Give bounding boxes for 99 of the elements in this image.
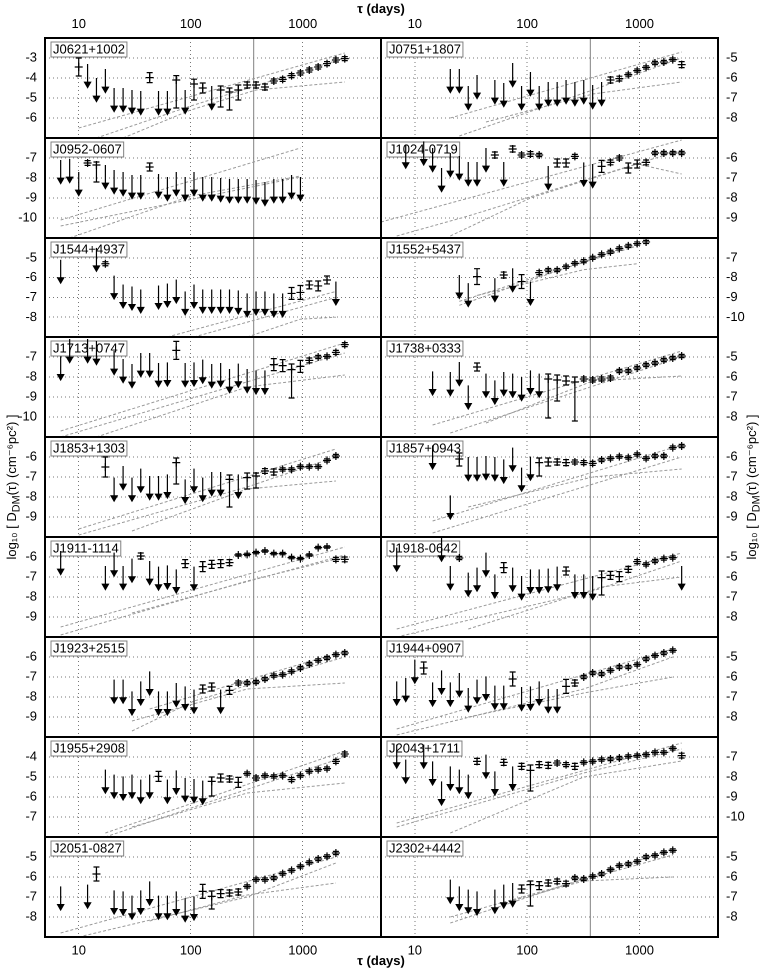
y-tick-label: -8 (726, 110, 738, 125)
x-tick-label: 1000 (288, 16, 318, 31)
y-tick-label: -8 (25, 308, 37, 324)
x-tick-label: 10 (408, 942, 422, 958)
y-tick-label: -9 (726, 210, 738, 225)
chart-title: J1923+2515 (53, 640, 125, 656)
y-tick-label: -8 (25, 908, 37, 924)
y-tick-label: -10 (726, 808, 745, 824)
y-tick-label: -7 (25, 348, 37, 364)
x-tick-label: 10 (408, 16, 422, 31)
y-tick-label: -8 (25, 488, 37, 504)
y-tick-label: -7 (25, 808, 37, 824)
chart-title: J1944+0907 (389, 640, 461, 656)
y-tick-label: -7 (726, 748, 738, 764)
x-tick-label: 1000 (625, 16, 654, 31)
y-tick-label: -7 (25, 888, 37, 904)
y-tick-label: -8 (25, 368, 37, 384)
y-tick-label: -7 (25, 568, 37, 584)
x-tick-label: 1000 (625, 942, 654, 958)
y-tick-label: -5 (726, 648, 738, 664)
y-tick-label: -6 (25, 448, 37, 464)
chart-title: J1544+4937 (53, 242, 125, 257)
chart-title: J1738+0333 (389, 340, 461, 356)
x-tick-label: 100 (516, 16, 538, 31)
y-tick-label: -6 (726, 150, 738, 165)
y-tick-label: -8 (726, 190, 738, 205)
x-axis-title: τ (days) (357, 953, 405, 968)
y-tick-label: -6 (726, 868, 738, 884)
y-tick-label: -6 (726, 668, 738, 684)
y-tick-label: -8 (25, 170, 37, 185)
y-tick-label: -6 (25, 110, 37, 125)
y-tick-label: -7 (726, 688, 738, 704)
y-tick-label: -6 (25, 648, 37, 664)
y-tick-label: -9 (25, 508, 37, 524)
y-tick-label: -9 (726, 288, 738, 304)
y-tick-label: -6 (726, 568, 738, 584)
chart-title: J2302+4442 (389, 840, 461, 856)
chart-title: J2051-0827 (53, 840, 122, 856)
y-tick-label: -9 (726, 788, 738, 804)
chart-title: J1853+1303 (53, 440, 125, 456)
y-tick-label: -10 (726, 308, 745, 324)
y-tick-label: -9 (25, 708, 37, 724)
y-tick-label: -5 (25, 90, 37, 105)
y-tick-label: -7 (25, 150, 37, 165)
y-tick-label: -6 (726, 70, 738, 85)
y-tick-label: -5 (726, 548, 738, 564)
x-axis-title: τ (days) (356, 1, 406, 16)
x-tick-label: 100 (516, 942, 538, 958)
y-tick-label: -7 (25, 668, 37, 684)
y-tick-label: -6 (726, 448, 738, 464)
x-tick-label: 100 (180, 942, 202, 958)
y-tick-label: -7 (726, 388, 738, 404)
y-tick-label: -4 (25, 70, 37, 85)
y-tick-label: -6 (25, 548, 37, 564)
y-tick-label: -10 (18, 408, 37, 424)
y-tick-label: -5 (726, 50, 738, 65)
y-tick-label: -8 (726, 269, 738, 284)
x-tick-label: 100 (180, 16, 202, 31)
y-tick-label: -6 (25, 868, 37, 884)
y-tick-label: -7 (726, 468, 738, 484)
y-tick-label: -5 (726, 848, 738, 864)
y-tick-label: -8 (726, 768, 738, 784)
y-tick-label: -6 (25, 788, 37, 804)
y-tick-label: -8 (25, 588, 37, 604)
y-tick-label: -8 (726, 708, 738, 724)
y-tick-label: -7 (726, 249, 738, 264)
y-tick-label: -4 (25, 748, 37, 764)
y-tick-label: -7 (726, 170, 738, 185)
y-tick-label: -5 (25, 768, 37, 784)
y-tick-label: -8 (726, 488, 738, 504)
y-tick-label: -5 (25, 249, 37, 264)
y-tick-label: -7 (726, 888, 738, 904)
y-tick-label: -8 (726, 608, 738, 624)
x-tick-label: 1000 (288, 942, 318, 958)
y-tick-label: -8 (726, 908, 738, 924)
y-tick-label: -10 (18, 210, 37, 225)
chart-title: J1955+2908 (53, 740, 125, 756)
chart-title: J0952-0607 (53, 142, 122, 157)
y-tick-label: -7 (726, 90, 738, 105)
y-tick-label: -5 (25, 848, 37, 864)
y-tick-label: -6 (726, 368, 738, 384)
chart-title: J1552+5437 (389, 242, 461, 257)
y-tick-label: -9 (25, 608, 37, 624)
x-tick-label: 10 (71, 942, 86, 958)
y-tick-label: -9 (25, 388, 37, 404)
y-tick-label: -8 (726, 408, 738, 424)
chart-title: J1911-1114 (53, 540, 119, 556)
y-tick-label: -3 (25, 50, 37, 65)
y-tick-label: -9 (25, 190, 37, 205)
y-tick-label: -5 (726, 348, 738, 364)
chart-title: J0751+1807 (389, 42, 461, 57)
y-tick-label: -9 (726, 508, 738, 524)
y-tick-label: -8 (25, 688, 37, 704)
chart-title: J0621+1002 (53, 42, 125, 57)
y-tick-label: -7 (25, 468, 37, 484)
x-tick-label: 10 (71, 16, 86, 31)
y-tick-label: -7 (25, 288, 37, 304)
y-tick-label: -6 (25, 269, 37, 284)
y-tick-label: -7 (726, 588, 738, 604)
